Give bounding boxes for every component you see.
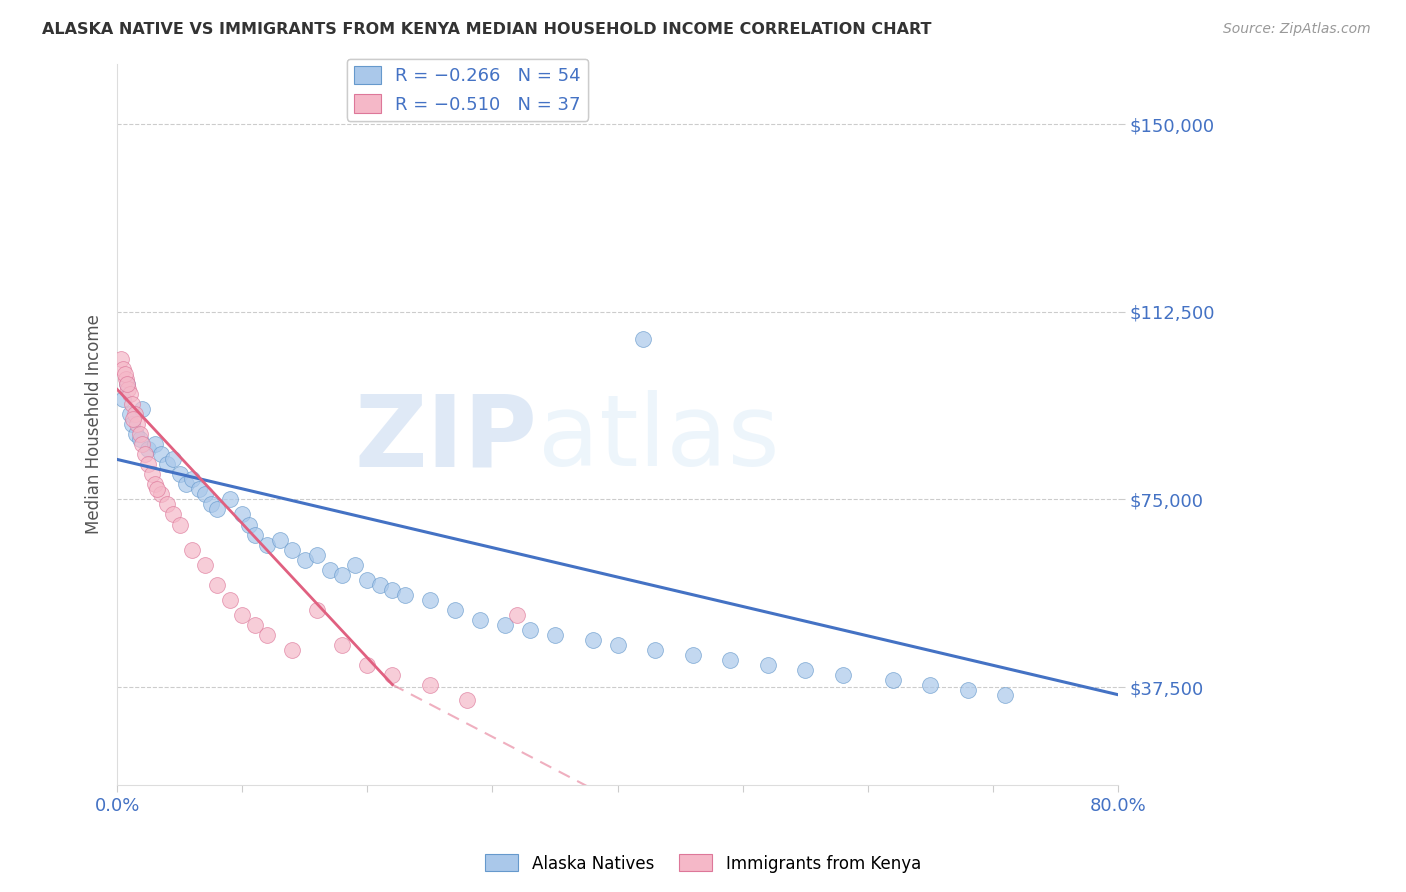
- Point: [156, 458, 179, 472]
- Point: [718, 652, 741, 666]
- Point: [169, 517, 191, 532]
- Point: [631, 332, 654, 346]
- Text: Source: ZipAtlas.com: Source: ZipAtlas.com: [1223, 22, 1371, 37]
- Point: [281, 642, 304, 657]
- Point: [506, 607, 529, 622]
- Point: [356, 573, 378, 587]
- Point: [294, 552, 316, 566]
- Point: [356, 657, 378, 672]
- Point: [124, 408, 146, 422]
- Point: [307, 602, 329, 616]
- Point: [149, 447, 172, 461]
- Point: [118, 387, 141, 401]
- Point: [381, 667, 404, 681]
- Point: [110, 352, 132, 367]
- Point: [519, 623, 541, 637]
- Point: [456, 692, 478, 706]
- Text: ZIP: ZIP: [354, 391, 537, 487]
- Point: [127, 417, 149, 432]
- Point: [330, 567, 353, 582]
- Point: [243, 527, 266, 541]
- Point: [269, 533, 291, 547]
- Point: [343, 558, 366, 572]
- Point: [419, 592, 441, 607]
- Point: [162, 508, 184, 522]
- Point: [281, 542, 304, 557]
- Point: [200, 498, 222, 512]
- Point: [138, 442, 160, 457]
- Point: [117, 383, 139, 397]
- Point: [131, 437, 153, 451]
- Point: [231, 607, 253, 622]
- Point: [882, 673, 904, 687]
- Point: [143, 477, 166, 491]
- Point: [682, 648, 704, 662]
- Point: [381, 582, 404, 597]
- Point: [149, 487, 172, 501]
- Point: [544, 627, 567, 641]
- Point: [128, 427, 150, 442]
- Text: ALASKA NATIVE VS IMMIGRANTS FROM KENYA MEDIAN HOUSEHOLD INCOME CORRELATION CHART: ALASKA NATIVE VS IMMIGRANTS FROM KENYA M…: [42, 22, 932, 37]
- Point: [112, 362, 135, 376]
- Point: [644, 642, 666, 657]
- Point: [138, 458, 160, 472]
- Point: [169, 467, 191, 482]
- Point: [141, 467, 163, 482]
- Point: [162, 452, 184, 467]
- Point: [444, 602, 467, 616]
- Point: [125, 427, 148, 442]
- Point: [256, 627, 278, 641]
- Point: [330, 638, 353, 652]
- Point: [394, 588, 416, 602]
- Point: [174, 477, 197, 491]
- Point: [115, 377, 138, 392]
- Point: [231, 508, 253, 522]
- Point: [243, 617, 266, 632]
- Point: [238, 517, 260, 532]
- Point: [114, 368, 136, 382]
- Text: atlas: atlas: [537, 391, 779, 487]
- Point: [143, 437, 166, 451]
- Point: [307, 548, 329, 562]
- Point: [494, 617, 516, 632]
- Point: [194, 487, 217, 501]
- Point: [606, 638, 628, 652]
- Y-axis label: Median Household Income: Median Household Income: [86, 315, 103, 534]
- Point: [146, 483, 169, 497]
- Point: [128, 433, 150, 447]
- Point: [131, 402, 153, 417]
- Point: [756, 657, 779, 672]
- Point: [112, 392, 135, 407]
- Point: [319, 563, 342, 577]
- Legend: R = −0.266   N = 54, R = −0.510   N = 37: R = −0.266 N = 54, R = −0.510 N = 37: [347, 59, 588, 120]
- Point: [115, 372, 138, 386]
- Point: [181, 542, 204, 557]
- Point: [207, 577, 229, 591]
- Point: [121, 397, 143, 411]
- Point: [122, 412, 145, 426]
- Point: [218, 492, 240, 507]
- Point: [581, 632, 603, 647]
- Point: [794, 663, 817, 677]
- Point: [194, 558, 217, 572]
- Point: [156, 498, 179, 512]
- Point: [831, 667, 853, 681]
- Point: [920, 678, 942, 692]
- Point: [134, 447, 156, 461]
- Point: [121, 417, 143, 432]
- Point: [118, 408, 141, 422]
- Point: [181, 473, 204, 487]
- Point: [994, 688, 1017, 702]
- Point: [368, 577, 391, 591]
- Point: [218, 592, 240, 607]
- Point: [207, 502, 229, 516]
- Point: [956, 682, 979, 697]
- Point: [187, 483, 209, 497]
- Point: [468, 613, 491, 627]
- Legend: Alaska Natives, Immigrants from Kenya: Alaska Natives, Immigrants from Kenya: [478, 847, 928, 880]
- Point: [115, 377, 138, 392]
- Point: [256, 537, 278, 551]
- Point: [419, 678, 441, 692]
